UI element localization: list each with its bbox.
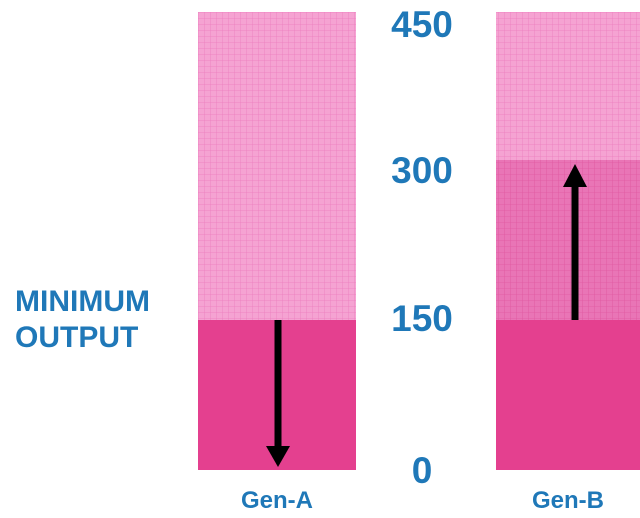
gen-b-arrow-head — [563, 164, 587, 187]
scale-label-450: 450 — [391, 4, 453, 45]
scale-label-0: 0 — [411, 450, 433, 491]
gen-b-label: Gen-B — [532, 487, 604, 514]
gen-a-arrow-head — [266, 446, 290, 467]
gen-b-upper-band — [496, 12, 640, 160]
gen-a-label: Gen-A — [241, 487, 313, 514]
scale-label-150: 150 — [391, 298, 453, 339]
minimum-output-label: MINIMUM OUTPUT — [15, 284, 150, 356]
scale-label-300: 300 — [391, 150, 453, 191]
gen-b-minimum-band — [496, 320, 640, 470]
minimum-output-line1: MINIMUM — [15, 285, 150, 318]
gen-b-column — [496, 12, 640, 470]
gen-a-upper-band — [198, 12, 356, 320]
gen-a-column — [198, 12, 356, 470]
minimum-output-line2: OUTPUT — [15, 321, 139, 354]
